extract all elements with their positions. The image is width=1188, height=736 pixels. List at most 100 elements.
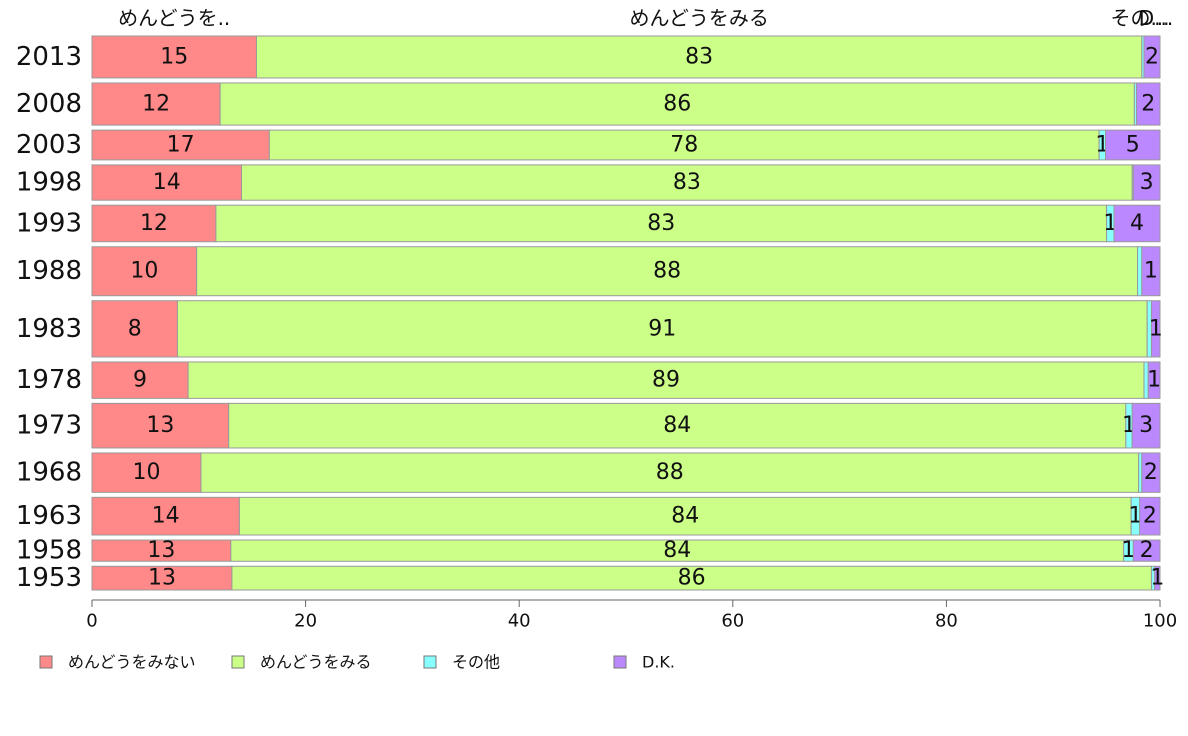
data-label: 91 <box>648 316 676 341</box>
legend-label: めんどうをみる <box>260 653 372 672</box>
data-label: 84 <box>671 504 699 529</box>
y-tick-label: 1983 <box>16 314 82 344</box>
data-label: 5 <box>1126 133 1140 158</box>
y-tick-label: 2008 <box>16 89 82 119</box>
data-label: 3 <box>1139 413 1153 438</box>
bar-segment <box>1139 496 1161 536</box>
y-tick-label: 1998 <box>16 168 82 198</box>
y-tick-label: 1993 <box>16 208 82 238</box>
x-tick-label: 60 <box>721 611 744 632</box>
bar-rows: 15 83 212 86 217 78 1 514 83 312 83 1 410 88 18 91 19 89 1… <box>91 35 1164 591</box>
x-tick-label: 40 <box>508 611 531 632</box>
series-header-labels: めんどうを.. めんどうをみる その...D... <box>118 6 1173 30</box>
series-header-label: D... <box>1139 6 1173 30</box>
series-header-label: めんどうを.. <box>118 6 230 30</box>
bar-segment <box>268 129 1100 161</box>
data-label: 84 <box>663 413 691 438</box>
x-tick-label: 100 <box>1143 611 1177 632</box>
data-label: 86 <box>663 92 691 117</box>
bar-segment <box>91 129 270 161</box>
bar-segment <box>91 246 198 297</box>
data-label: 2 <box>1144 460 1158 485</box>
y-tick-label: 1958 <box>16 536 82 566</box>
data-label: 8 <box>128 316 142 341</box>
data-label: 14 <box>153 170 181 195</box>
bar-row-1978: 9 89 1 <box>91 361 1161 399</box>
bar-segment <box>228 402 1127 449</box>
bar-segment <box>91 496 240 536</box>
data-label: 14 <box>152 504 180 529</box>
data-label: 1 <box>1149 316 1163 341</box>
data-label: 83 <box>647 211 675 236</box>
x-tick-label: 0 <box>86 611 97 632</box>
data-label: 1 <box>1121 538 1135 563</box>
bar-row-1973: 13 84 1 3 <box>91 402 1161 449</box>
data-label: 12 <box>142 92 170 117</box>
data-label: 4 <box>1130 211 1144 236</box>
bar-row-1953: 13 86 1 <box>91 566 1164 591</box>
bar-segment <box>91 300 178 358</box>
legend-swatch <box>39 655 53 669</box>
data-label: 86 <box>678 566 706 591</box>
bar-segment <box>200 452 1140 493</box>
data-label: 83 <box>673 170 701 195</box>
bar-row-1968: 10 88 2 <box>91 452 1161 493</box>
legend-item: めんどうをみない <box>39 653 196 672</box>
bar-segment <box>241 164 1133 201</box>
bar-segment <box>196 246 1139 297</box>
bar-segment <box>1150 300 1161 358</box>
data-label: 83 <box>685 44 713 69</box>
data-label: 9 <box>133 368 147 393</box>
data-label: 10 <box>132 460 160 485</box>
bar-row-2003: 17 78 1 5 <box>91 129 1161 161</box>
data-label: 84 <box>663 538 691 563</box>
data-label: 1 <box>1144 259 1158 284</box>
y-tick-label: 2013 <box>16 42 82 72</box>
data-label: 2 <box>1143 504 1157 529</box>
bar-segment <box>91 35 257 79</box>
bar-segment <box>215 204 1108 243</box>
data-label: 2 <box>1145 44 1159 69</box>
bar-segment <box>1141 452 1161 493</box>
x-tick-label: 80 <box>935 611 958 632</box>
data-label: 2 <box>1140 538 1154 563</box>
legend-item: その他 <box>423 653 500 672</box>
data-label: 13 <box>146 413 174 438</box>
legend-label: その他 <box>452 653 500 672</box>
data-label: 17 <box>167 133 195 158</box>
y-tick-label: 2003 <box>16 130 82 160</box>
bar-segment <box>255 35 1143 79</box>
data-label: 78 <box>670 133 698 158</box>
legend-swatch <box>231 655 245 669</box>
bar-segment <box>1143 35 1161 79</box>
bar-row-1993: 12 83 1 4 <box>91 204 1161 243</box>
y-tick-label: 1953 <box>16 563 82 593</box>
legend-item: めんどうをみる <box>231 653 372 672</box>
data-label: 13 <box>148 566 176 591</box>
data-label: 15 <box>160 44 188 69</box>
y-tick-label: 1968 <box>16 458 82 488</box>
bar-segment <box>238 496 1132 536</box>
bar-segment <box>91 82 221 126</box>
y-tick-label: 1963 <box>16 501 82 531</box>
series-header-label: その... <box>1110 6 1169 30</box>
bar-row-2013: 15 83 2 <box>91 35 1161 79</box>
data-label: 88 <box>653 259 681 284</box>
data-label: 88 <box>656 460 684 485</box>
legend-swatch <box>423 655 437 669</box>
bar-row-1958: 13 84 1 2 <box>91 538 1161 563</box>
bar-segment <box>1113 204 1161 243</box>
legend: めんどうをみない めんどうをみる その他 D.K. <box>39 653 675 672</box>
y-tick-label: 1973 <box>16 411 82 441</box>
x-tick-label: 20 <box>294 611 317 632</box>
bar-segment <box>1141 246 1161 297</box>
bar-segment <box>1105 129 1161 161</box>
data-label: 1 <box>1150 566 1164 591</box>
data-label: 2 <box>1141 92 1155 117</box>
bar-row-1988: 10 88 1 <box>91 246 1161 297</box>
bar-segment <box>219 82 1135 126</box>
legend-item: D.K. <box>613 653 675 672</box>
bar-segment <box>1147 361 1161 399</box>
legend-label: D.K. <box>642 653 675 672</box>
